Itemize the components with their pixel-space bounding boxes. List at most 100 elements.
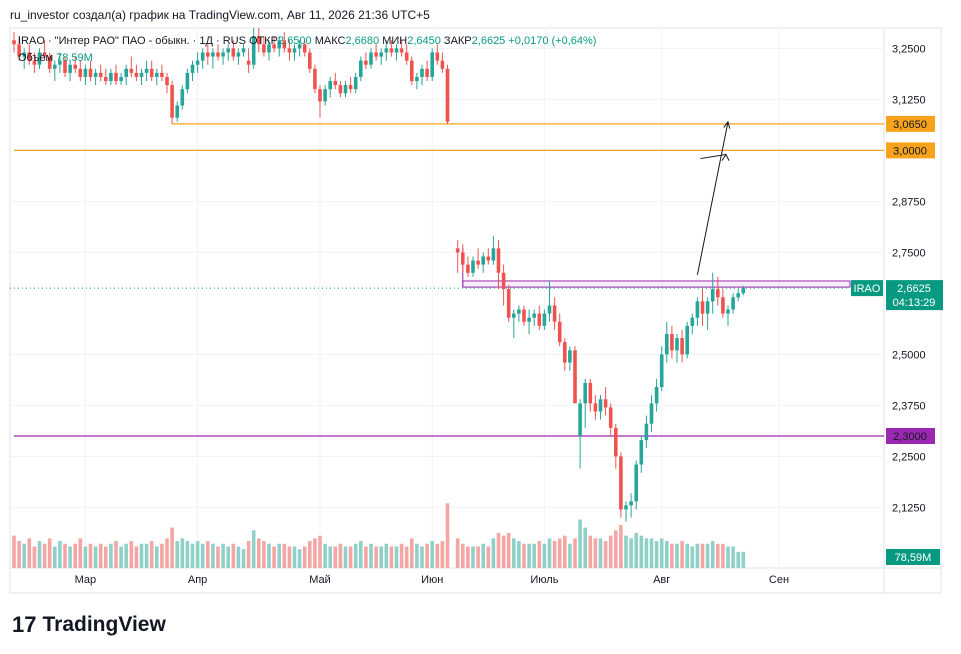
volume-bar (12, 535, 16, 568)
open-value: 2,6500 (278, 35, 312, 47)
volume-bar (731, 546, 735, 568)
volume-bar (287, 546, 292, 568)
candle-body (353, 76, 358, 90)
candle-body (731, 297, 735, 310)
close-value: 2,6625 (471, 35, 506, 47)
volume-bar (318, 535, 322, 568)
volume-bar (461, 543, 465, 568)
volume-bar (634, 533, 638, 568)
volume-bar (272, 546, 276, 568)
candle-body (73, 64, 77, 69)
candle-body (399, 48, 404, 53)
candle-body (394, 48, 399, 53)
candle-body (670, 334, 674, 351)
volume-bar (124, 543, 128, 568)
volume-bar (246, 541, 251, 568)
volume-bar (568, 543, 572, 568)
volume-bar (721, 543, 725, 568)
candle-body (287, 48, 292, 53)
volume-bar (251, 530, 256, 568)
volume-bar (83, 546, 88, 568)
volume-bar (420, 546, 424, 568)
volume-bar (399, 543, 404, 568)
volume-bar (430, 541, 434, 568)
volume-bar (410, 538, 414, 568)
volume-bar (629, 538, 633, 568)
volume-bar (547, 538, 552, 568)
candle-body (42, 52, 47, 57)
candle-body (476, 260, 480, 265)
volume-bar (369, 543, 373, 568)
open-label: ОТКР (248, 35, 279, 47)
volume-bar (73, 543, 77, 568)
volume-bar (343, 546, 348, 568)
candle-body (619, 456, 623, 510)
volume-bar (308, 541, 312, 568)
volume-bar (552, 541, 557, 568)
volume-bar (231, 543, 236, 568)
volume-bar (22, 543, 26, 568)
candle-body (364, 60, 368, 65)
volume-bar (394, 546, 399, 568)
candle-body (583, 382, 587, 404)
candle-body (710, 289, 715, 302)
volume-bar (359, 541, 363, 568)
volume-bar (68, 546, 72, 568)
volume-bar (466, 546, 470, 568)
volume-bar (557, 538, 562, 568)
volume-bar (501, 535, 506, 568)
volume-bar (593, 538, 598, 568)
candle-body (573, 350, 577, 404)
volume-bar (670, 543, 674, 568)
candle-body (486, 256, 491, 261)
volume-bar (496, 533, 501, 568)
level-price-tag (886, 115, 935, 132)
projection-arrow-mid (700, 153, 727, 160)
candle-body (226, 48, 230, 53)
volume-bar (302, 546, 307, 568)
volume-bar (139, 543, 144, 568)
volume-bar (481, 543, 485, 568)
candle-body (129, 68, 134, 73)
volume-tag-label: 78,59M (895, 552, 932, 564)
volume-bar (236, 546, 241, 568)
candle-body (297, 44, 302, 49)
volume-bar (175, 541, 179, 568)
candle-body (665, 334, 669, 355)
volume-bar (608, 535, 613, 568)
candle-body (302, 44, 307, 53)
candle-body (241, 48, 246, 53)
candle-body (144, 68, 149, 73)
volume-bar (542, 543, 547, 568)
volume-bar (313, 538, 317, 568)
volume-bar (206, 541, 210, 568)
volume-bar (257, 538, 261, 568)
volume-bar (185, 541, 190, 568)
candle-body (333, 81, 338, 86)
volume-bar (619, 524, 623, 568)
volume-bar (726, 546, 730, 568)
volume-bar (654, 541, 659, 568)
volume-bar (119, 546, 123, 568)
volume-bar (471, 546, 475, 568)
volume-bar (435, 543, 440, 568)
candle-body (481, 256, 485, 265)
volume-bar (563, 535, 567, 568)
volume-bar (221, 543, 225, 568)
y-tick-label: 2,1250 (892, 502, 926, 514)
candle-body (512, 313, 516, 318)
volume-bar (588, 535, 593, 568)
volume-bar (512, 538, 516, 568)
candle-body (563, 342, 567, 363)
volume-bar (338, 543, 343, 568)
volume-bar (425, 543, 429, 568)
volume-bar (129, 541, 134, 568)
tradingview-logo-text: TradingView (42, 613, 166, 636)
candle-body (675, 338, 679, 351)
volume-bar (685, 543, 689, 568)
volume-bar (144, 543, 149, 568)
volume-bar (200, 543, 205, 568)
candle-body (139, 72, 144, 77)
y-tick-label: 3,2500 (892, 43, 926, 55)
